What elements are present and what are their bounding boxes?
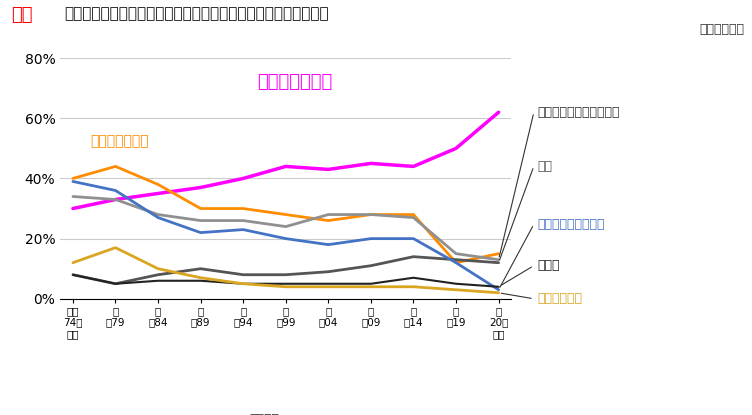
Text: 完成年次: 完成年次 [250,413,280,415]
Text: マ！: マ！ [11,6,33,24]
Text: 地域・管理組合行事活動: 地域・管理組合行事活動 [538,105,620,119]
Text: （重複回答）: （重複回答） [699,23,744,36]
Text: 景観形成や清掃活動: 景観形成や清掃活動 [538,217,605,231]
Text: 不明: 不明 [538,159,553,173]
Text: 町会・自治会等の地域コミュニティへの参加状況（完成年次別）: 町会・自治会等の地域コミュニティへの参加状況（完成年次別） [64,6,329,21]
Text: 防災・防犯活動: 防災・防犯活動 [90,134,149,148]
Text: 参加していない: 参加していない [256,73,332,91]
Text: その他: その他 [538,259,560,272]
Text: サークル活動: サークル活動 [538,292,583,305]
